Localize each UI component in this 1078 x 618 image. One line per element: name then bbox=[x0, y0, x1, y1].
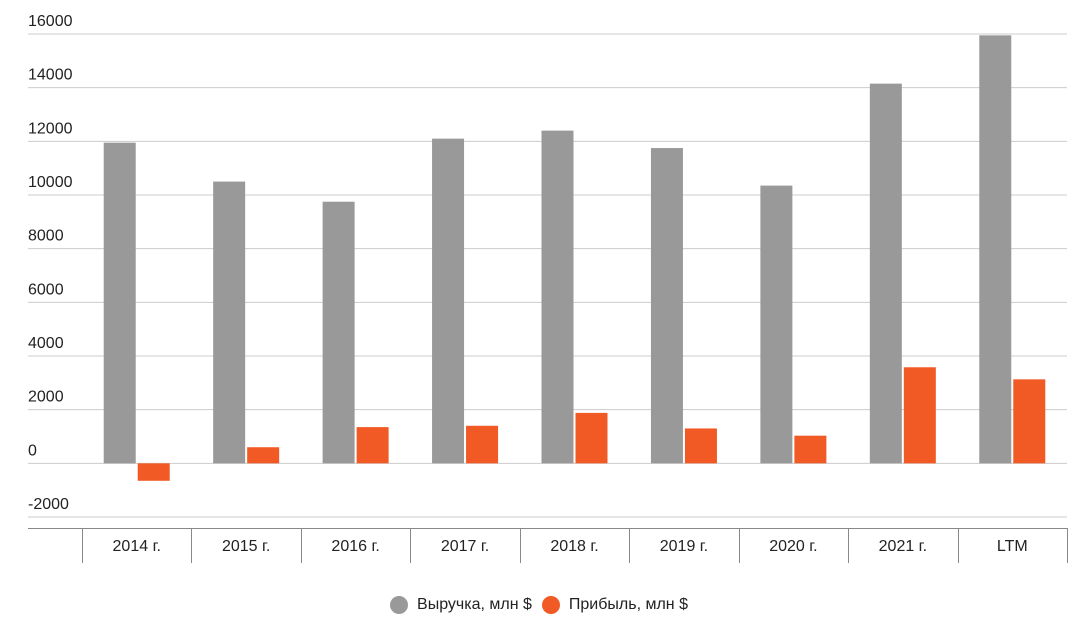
bar-profit-3 bbox=[466, 425, 499, 464]
bar-profit-7 bbox=[903, 367, 936, 464]
bar-profit-8 bbox=[1013, 379, 1046, 464]
bar-revenue-6 bbox=[760, 185, 793, 464]
x-tick-label: 2021 г. bbox=[879, 538, 927, 555]
x-tick-label: 2015 г. bbox=[222, 538, 270, 555]
y-tick-label: 8000 bbox=[28, 228, 64, 245]
legend: Выручка, млн $ Прибыль, млн $ bbox=[0, 592, 1078, 618]
x-tick-label: 2017 г. bbox=[441, 538, 489, 555]
bar-chart: -2000 0 2000 4000 6000 8000 10000 12000 14000 160… bbox=[28, 13, 1068, 563]
bar-revenue-1 bbox=[213, 181, 246, 464]
bar-revenue-5 bbox=[650, 148, 683, 464]
x-tick-label: 2014 г. bbox=[113, 538, 161, 555]
bar-profit-2 bbox=[356, 427, 389, 464]
bar-profit-5 bbox=[684, 428, 717, 464]
x-tick-label: 2016 г. bbox=[331, 538, 379, 555]
bar-revenue-3 bbox=[432, 138, 465, 464]
legend-label-profit: Прибыль, млн $ bbox=[568, 596, 688, 613]
y-tick-label: 0 bbox=[28, 442, 37, 459]
bars bbox=[103, 35, 1046, 481]
bar-revenue-7 bbox=[869, 83, 902, 464]
legend-marker-profit bbox=[541, 596, 560, 614]
y-tick-label: 16000 bbox=[28, 13, 73, 30]
bar-profit-6 bbox=[794, 435, 827, 464]
x-tick-label: 2018 г. bbox=[550, 538, 598, 555]
y-tick-label: 6000 bbox=[28, 281, 64, 298]
legend-item-profit: Прибыль, млн $ bbox=[541, 596, 688, 614]
bar-revenue-8 bbox=[979, 35, 1012, 464]
bar-revenue-0 bbox=[103, 142, 136, 464]
bar-profit-4 bbox=[575, 412, 608, 464]
y-tick-label: 2000 bbox=[28, 389, 64, 406]
x-axis: 2014 г. 2015 г. 2016 г. 2017 г. 2018 г. 2019 … bbox=[28, 528, 1068, 563]
y-axis-tick-labels: -2000 0 2000 4000 6000 8000 10000 12000 14000 160… bbox=[28, 13, 73, 513]
x-tick-label: 2019 г. bbox=[660, 538, 708, 555]
y-tick-label: 12000 bbox=[28, 120, 73, 137]
bar-profit-0 bbox=[137, 463, 170, 481]
bar-profit-1 bbox=[247, 447, 280, 464]
legend-label-revenue: Выручка, млн $ bbox=[417, 596, 532, 613]
y-tick-label: -2000 bbox=[28, 496, 69, 513]
y-tick-label: 4000 bbox=[28, 335, 64, 352]
x-tick-label: LTM bbox=[997, 538, 1028, 555]
legend-item-revenue: Выручка, млн $ bbox=[390, 596, 532, 614]
bar-revenue-4 bbox=[541, 130, 574, 464]
y-tick-label: 10000 bbox=[28, 174, 73, 191]
y-tick-label: 14000 bbox=[28, 67, 73, 84]
bar-revenue-2 bbox=[322, 201, 355, 464]
legend-marker-revenue bbox=[390, 596, 409, 614]
x-tick-label: 2020 г. bbox=[769, 538, 817, 555]
